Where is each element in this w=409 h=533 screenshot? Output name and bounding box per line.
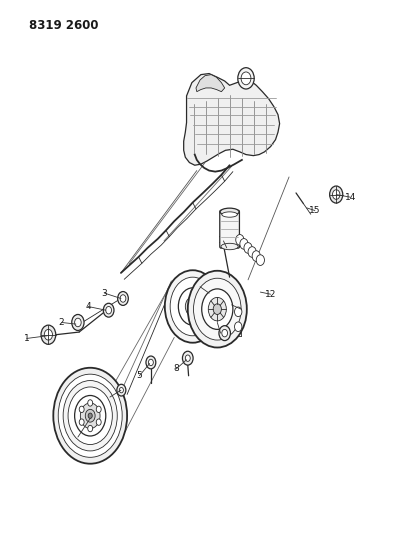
Circle shape (120, 295, 126, 302)
Text: 8: 8 (173, 365, 179, 373)
Circle shape (189, 302, 196, 311)
Text: 14: 14 (344, 193, 355, 201)
Circle shape (170, 277, 215, 336)
Circle shape (79, 406, 84, 413)
Circle shape (332, 190, 339, 199)
Circle shape (164, 270, 220, 343)
Circle shape (88, 413, 92, 418)
Circle shape (218, 326, 230, 341)
Circle shape (256, 255, 264, 265)
Text: 7: 7 (107, 393, 112, 401)
Circle shape (72, 314, 84, 330)
Circle shape (74, 318, 81, 327)
Circle shape (208, 297, 226, 321)
Circle shape (68, 387, 112, 445)
Ellipse shape (220, 208, 238, 216)
Circle shape (178, 288, 207, 325)
Circle shape (234, 307, 241, 317)
Circle shape (185, 297, 200, 316)
Text: 13: 13 (217, 237, 229, 245)
Text: 1: 1 (24, 334, 29, 343)
Circle shape (88, 400, 92, 406)
Circle shape (58, 374, 122, 457)
Polygon shape (183, 74, 279, 165)
Circle shape (41, 325, 56, 344)
FancyBboxPatch shape (219, 211, 239, 248)
Circle shape (96, 419, 101, 425)
Text: 12: 12 (264, 290, 276, 298)
Circle shape (117, 384, 126, 396)
Circle shape (243, 243, 252, 253)
Circle shape (239, 239, 247, 249)
Text: 8319 2600: 8319 2600 (29, 19, 98, 31)
Circle shape (221, 329, 227, 337)
Circle shape (185, 355, 190, 361)
Circle shape (106, 306, 111, 314)
Circle shape (119, 387, 123, 393)
Circle shape (201, 289, 232, 329)
Text: 2: 2 (58, 318, 64, 327)
Circle shape (213, 304, 221, 314)
Circle shape (53, 368, 127, 464)
Circle shape (44, 329, 52, 340)
Circle shape (252, 251, 260, 261)
Circle shape (103, 303, 114, 317)
Polygon shape (196, 75, 224, 92)
Circle shape (235, 235, 243, 245)
Text: 10: 10 (194, 282, 205, 291)
Circle shape (234, 322, 241, 332)
Circle shape (74, 395, 106, 436)
Text: 11: 11 (235, 305, 246, 313)
Text: 4: 4 (85, 302, 91, 311)
Ellipse shape (221, 212, 237, 217)
Circle shape (237, 68, 254, 89)
Circle shape (85, 409, 95, 422)
Text: 3: 3 (101, 289, 107, 297)
Circle shape (329, 186, 342, 203)
Text: 5: 5 (136, 372, 142, 380)
Circle shape (247, 247, 256, 257)
Circle shape (63, 381, 117, 451)
Circle shape (80, 403, 100, 429)
Text: 6: 6 (75, 433, 81, 441)
Text: 15: 15 (308, 206, 320, 215)
Text: 9: 9 (217, 329, 223, 337)
Circle shape (79, 419, 84, 425)
Circle shape (148, 359, 153, 366)
Circle shape (117, 292, 128, 305)
Circle shape (193, 278, 240, 340)
Ellipse shape (220, 243, 238, 249)
Circle shape (187, 271, 246, 348)
Circle shape (146, 356, 155, 369)
Circle shape (88, 425, 92, 432)
Circle shape (240, 72, 250, 85)
Circle shape (182, 351, 193, 365)
Circle shape (96, 406, 101, 413)
